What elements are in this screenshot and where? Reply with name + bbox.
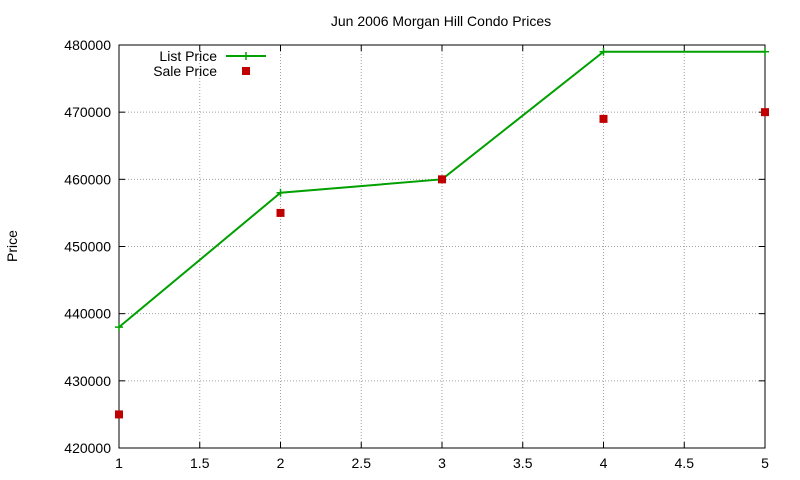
chart-title: Jun 2006 Morgan Hill Condo Prices	[331, 13, 551, 29]
x-tick-label: 2.5	[352, 455, 372, 471]
data-point-sale-price	[115, 410, 123, 419]
y-tick-label: 470000	[64, 104, 111, 120]
x-tick-label: 1	[115, 455, 123, 471]
legend-marker-sale-price	[242, 67, 250, 75]
data-point-sale-price	[599, 114, 608, 123]
grid	[119, 45, 765, 448]
plot-border	[118, 44, 766, 449]
legend-label-sale-price: Sale Price	[153, 63, 217, 79]
data-point-list-price	[599, 47, 608, 56]
tick-labels: 1 1.5 2 2.5 3 3.5 4 4.5 5 420000 430000 440000 45000…	[64, 37, 769, 471]
y-tick-label: 430000	[64, 373, 111, 389]
y-tick-label: 460000	[64, 171, 111, 187]
axes	[118, 44, 766, 449]
x-tick-label: 4.5	[675, 455, 695, 471]
data-point-list-price	[115, 323, 123, 332]
data-series	[115, 47, 769, 419]
y-tick-label: 480000	[64, 37, 111, 53]
legend: List Price Sale Price	[153, 48, 266, 79]
x-tick-label: 5	[761, 455, 769, 471]
y-axis-label: Price	[4, 230, 20, 262]
data-point-sale-price	[276, 208, 285, 217]
y-tick-label: 440000	[64, 306, 111, 322]
y-tick-label: 420000	[64, 440, 111, 456]
data-point-sale-price	[438, 175, 446, 184]
legend-marker-list-price	[242, 52, 250, 60]
y-tick-label: 450000	[64, 239, 111, 255]
x-tick-label: 3.5	[513, 455, 533, 471]
x-tick-label: 2	[277, 455, 285, 471]
x-tick-label: 1.5	[190, 455, 210, 471]
data-point-list-price	[276, 188, 285, 197]
x-tick-label: 3	[438, 455, 446, 471]
legend-label-list-price: List Price	[159, 48, 217, 64]
x-tick-label: 4	[600, 455, 608, 471]
data-point-list-price	[761, 47, 769, 56]
data-point-sale-price	[761, 108, 769, 117]
